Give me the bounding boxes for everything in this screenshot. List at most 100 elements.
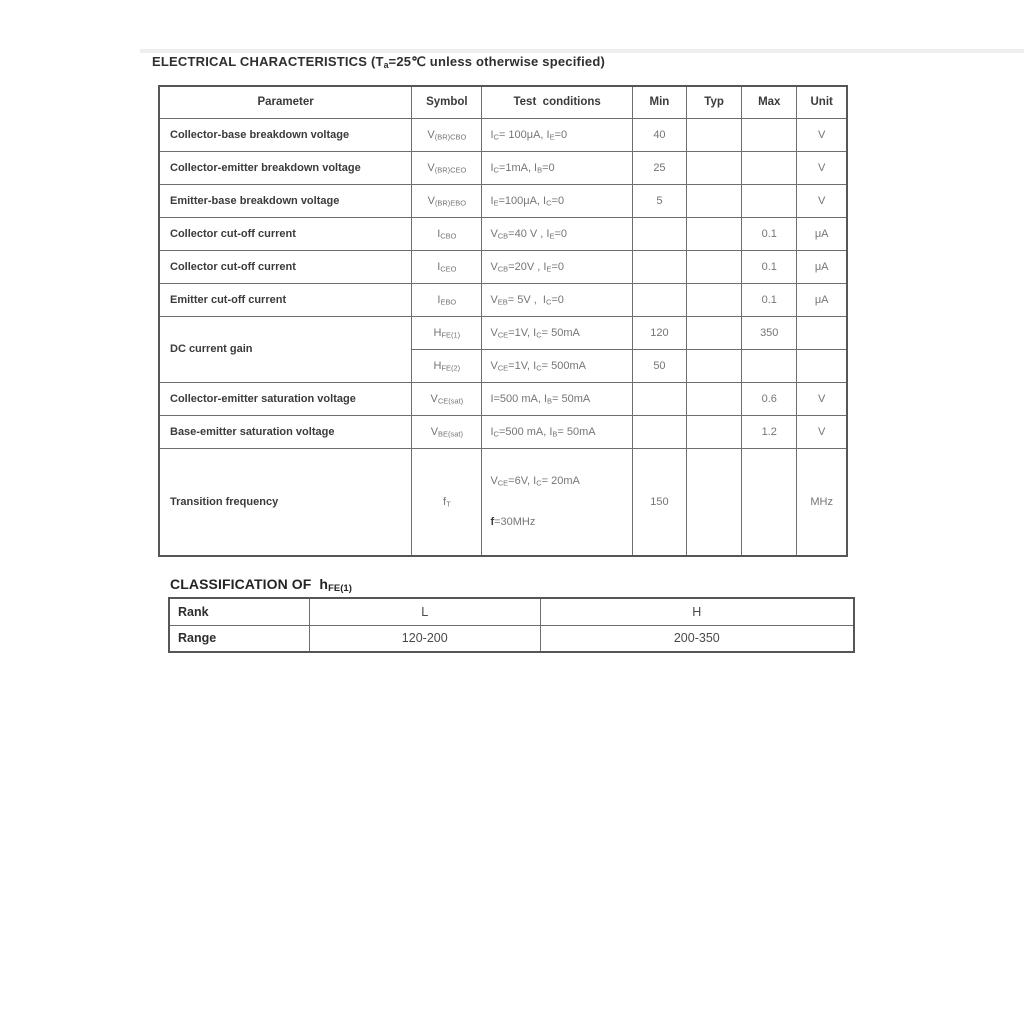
unit-cell: MHz [796, 447, 848, 556]
unit-cell: μA [796, 249, 848, 284]
range-h-cell: 200-350 [539, 624, 855, 653]
min-cell [631, 216, 688, 251]
table-row: Collector-emitter saturation voltage VCE… [158, 381, 848, 416]
test-conditions-cell: IC=500 mA, IB= 50mA [481, 414, 633, 449]
parameter-cell: Collector cut-off current [158, 216, 413, 251]
min-cell [631, 414, 688, 449]
table-row: Range 120-200 200-350 [168, 624, 855, 653]
test-conditions-cell: VCE=1V, IC= 500mA [481, 348, 633, 383]
test-conditions-cell: I=500 mA, IB= 50mA [481, 381, 633, 416]
max-cell: 350 [741, 315, 798, 350]
max-cell [741, 117, 798, 152]
test-conditions-cell: IE=100μA, IC=0 [481, 183, 633, 218]
max-cell: 0.1 [741, 249, 798, 284]
unit-cell: V [796, 183, 848, 218]
table-row: Collector-base breakdown voltage V(BR)CB… [158, 117, 848, 152]
max-cell [741, 447, 798, 556]
typ-cell [686, 315, 743, 350]
rank-label-cell: Rank [168, 597, 310, 626]
table-row: Collector-emitter breakdown voltage V(BR… [158, 150, 848, 185]
parameter-cell: DC current gain [158, 315, 413, 383]
test-conditions-cell: VCB=20V , IE=0 [481, 249, 633, 284]
unit-cell: V [796, 381, 848, 416]
symbol-cell: fT [411, 447, 483, 556]
classification-table: Rank L H Range 120-200 200-350 [168, 597, 855, 653]
symbol-cell: V(BR)CBO [411, 117, 483, 152]
table-row: HFE(2) VCE=1V, IC= 500mA 50 [159, 348, 848, 383]
max-cell: 1.2 [741, 414, 798, 449]
min-cell: 150 [631, 447, 688, 556]
parameter-cell: Collector-emitter breakdown voltage [158, 150, 413, 185]
min-cell [631, 249, 688, 284]
min-cell: 40 [631, 117, 688, 152]
min-cell [631, 282, 688, 317]
table-row: Collector cut-off current ICBO VCB=40 V … [158, 216, 848, 251]
unit-cell: V [796, 414, 848, 449]
column-header-typ: Typ [686, 85, 743, 119]
max-cell [741, 150, 798, 185]
symbol-cell: IEBO [411, 282, 483, 317]
typ-cell [686, 348, 743, 383]
symbol-cell: V(BR)CEO [411, 150, 483, 185]
symbol-cell: ICEO [411, 249, 483, 284]
test-conditions-cell: IC= 100μA, IE=0 [481, 117, 633, 152]
parameter-cell: Collector-base breakdown voltage [158, 117, 413, 152]
table-header-row: Parameter Symbol Test conditions Min Typ… [158, 85, 848, 119]
parameter-cell: Emitter-base breakdown voltage [158, 183, 413, 218]
test-conditions-line-1: VCE=6V, IC= 20mA [490, 474, 580, 487]
max-cell [741, 348, 798, 383]
max-cell [741, 183, 798, 218]
test-conditions-line-2: f=30MHz [490, 515, 536, 528]
table-row: Collector cut-off current ICEO VCB=20V ,… [158, 249, 848, 284]
test-conditions-cell: VCE=6V, IC= 20mA f=30MHz [481, 447, 633, 556]
column-header-unit: Unit [796, 85, 848, 119]
parameter-cell: Emitter cut-off current [158, 282, 413, 317]
min-cell: 25 [631, 150, 688, 185]
table-row: DC current gain HFE(1) VCE=1V, IC= 50mA … [158, 315, 848, 383]
table-row: Transition frequency fT VCE=6V, IC= 20mA… [158, 447, 848, 556]
parameter-cell: Collector cut-off current [158, 249, 413, 284]
typ-cell [686, 414, 743, 449]
symbol-cell: VBE(sat) [411, 414, 483, 449]
typ-cell [686, 150, 743, 185]
table-row: Base-emitter saturation voltage VBE(sat)… [158, 414, 848, 449]
min-cell [631, 381, 688, 416]
typ-cell [686, 183, 743, 218]
range-l-cell: 120-200 [308, 624, 541, 653]
classification-title: CLASSIFICATION OF hFE(1) [170, 576, 352, 594]
parameter-cell: Transition frequency [158, 447, 413, 556]
unit-cell [796, 315, 848, 350]
max-cell: 0.6 [741, 381, 798, 416]
electrical-characteristics-table: Parameter Symbol Test conditions Min Typ… [158, 85, 848, 557]
symbol-cell: HFE(2) [411, 348, 483, 383]
unit-cell: V [796, 150, 848, 185]
test-conditions-cell: VEB= 5V , IC=0 [481, 282, 633, 317]
unit-cell [796, 348, 848, 383]
column-header-min: Min [631, 85, 688, 119]
typ-cell [686, 216, 743, 251]
typ-cell [686, 249, 743, 284]
symbol-cell: ICBO [411, 216, 483, 251]
symbol-cell: HFE(1) [411, 315, 483, 350]
unit-cell: μA [796, 282, 848, 317]
min-cell: 50 [631, 348, 688, 383]
table-row: Emitter cut-off current IEBO VEB= 5V , I… [158, 282, 848, 317]
column-header-symbol: Symbol [411, 85, 483, 119]
min-cell: 120 [631, 315, 688, 350]
min-cell: 5 [631, 183, 688, 218]
symbol-cell: VCE(sat) [411, 381, 483, 416]
symbol-cell: V(BR)EBO [411, 183, 483, 218]
parameter-cell: Base-emitter saturation voltage [158, 414, 413, 449]
column-header-test-conditions: Test conditions [481, 85, 633, 119]
max-cell: 0.1 [741, 282, 798, 317]
rank-l-cell: L [308, 597, 541, 626]
range-label-cell: Range [168, 624, 310, 653]
unit-cell: μA [796, 216, 848, 251]
typ-cell [686, 117, 743, 152]
typ-cell [686, 447, 743, 556]
typ-cell [686, 282, 743, 317]
table-row: Emitter-base breakdown voltage V(BR)EBO … [158, 183, 848, 218]
test-conditions-cell: IC=1mA, IB=0 [481, 150, 633, 185]
column-header-max: Max [741, 85, 798, 119]
